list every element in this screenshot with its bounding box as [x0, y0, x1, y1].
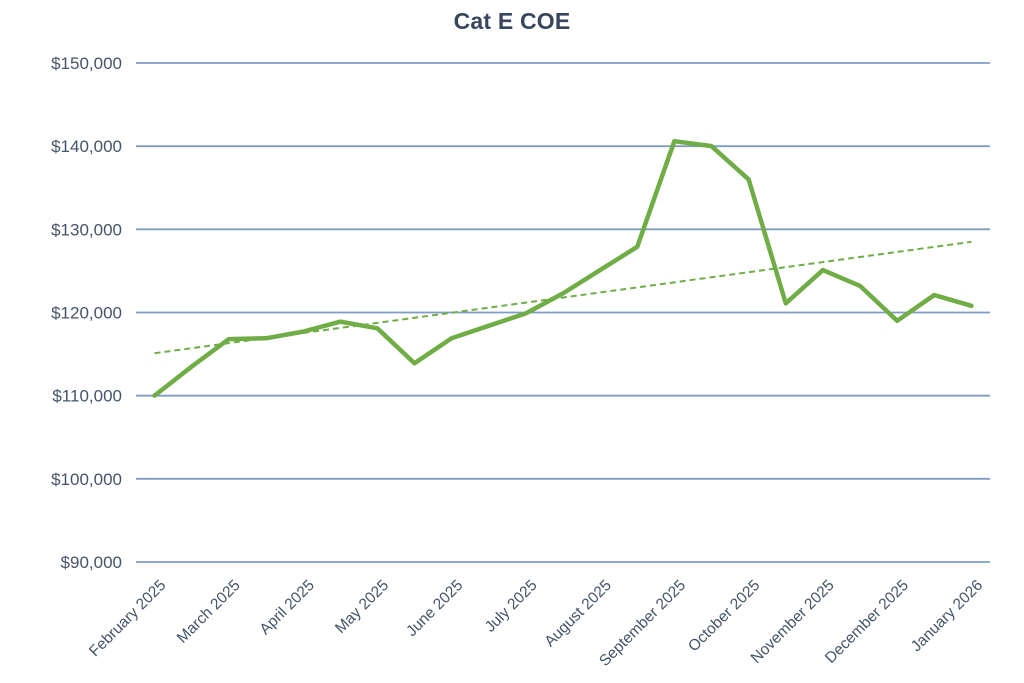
y-axis-tick-label: $150,000 [51, 54, 122, 73]
y-axis-tick-label: $120,000 [51, 304, 122, 323]
x-axis-tick-label: January 2026 [908, 577, 986, 655]
x-axis-tick-label: March 2025 [174, 577, 244, 647]
y-axis-tick-label: $130,000 [51, 220, 122, 239]
y-axis-tick-label: $140,000 [51, 137, 122, 156]
x-axis-tick-label: February 2025 [86, 577, 169, 660]
x-axis-tick-label: July 2025 [482, 577, 541, 636]
chart-title: Cat E COE [453, 8, 571, 34]
y-axis-tick-label: $100,000 [51, 470, 122, 489]
y-axis-tick-label: $110,000 [52, 387, 122, 406]
trendline [154, 240, 972, 355]
x-axis-tick-label: October 2025 [685, 577, 763, 655]
series-line [152, 138, 974, 398]
x-axis-tick-label: June 2025 [403, 577, 466, 640]
x-axis-tick-label: April 2025 [257, 577, 318, 638]
x-axis-tick-label: May 2025 [332, 577, 392, 637]
y-axis-tick-label: $90,000 [61, 553, 122, 572]
x-axis-tick-label: August 2025 [541, 577, 615, 651]
